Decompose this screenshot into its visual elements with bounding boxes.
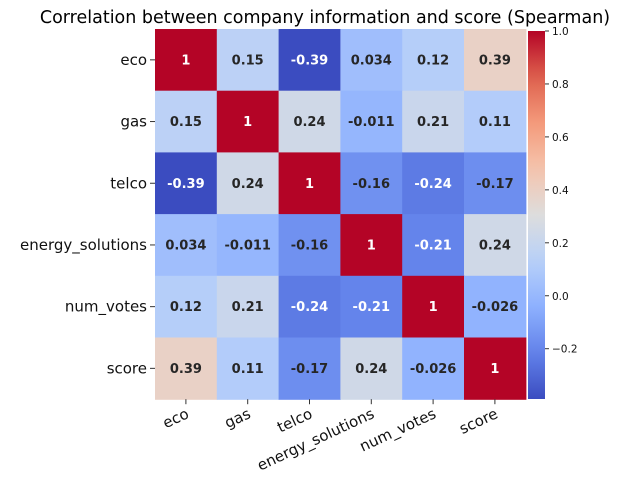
- cell-value-score-eco: 0.39: [170, 362, 202, 377]
- cell-value-score-score: 1: [490, 362, 499, 377]
- heatmap-cell-eco-gas: [216, 29, 280, 92]
- cell-value-num_votes-telco: -0.24: [291, 300, 328, 315]
- cell-value-energy_solutions-gas: -0.011: [224, 238, 271, 253]
- cell-value-energy_solutions-num_votes: -0.21: [414, 238, 451, 253]
- cell-value-gas-num_votes: 0.21: [417, 115, 449, 130]
- cell-value-eco-num_votes: 0.12: [417, 53, 449, 68]
- colorbar-tick-label: −0.2: [552, 344, 578, 356]
- heatmap-cell-eco-num_votes: [402, 29, 465, 92]
- cell-value-telco-num_votes: -0.24: [414, 177, 451, 192]
- cell-value-num_votes-gas: 0.21: [232, 300, 264, 315]
- heatmap-cell-energy_solutions-gas: [216, 214, 280, 277]
- cell-value-num_votes-eco: 0.12: [170, 300, 202, 315]
- cell-value-eco-telco: -0.39: [291, 53, 328, 68]
- heatmap-cell-score-score: [464, 337, 527, 400]
- heatmap-cell-telco-eco: [155, 152, 218, 215]
- heatmap-cell-num_votes-eco: [155, 275, 218, 339]
- heatmap-cell-telco-score: [464, 152, 527, 215]
- cell-value-telco-telco: 1: [305, 177, 314, 192]
- row-labels: eco gas telco energy_solutions num_votesscor…: [20, 51, 155, 377]
- chart-title: Correlation between company information …: [40, 8, 610, 28]
- colorbar-tick-label: 0.0: [552, 291, 569, 303]
- row-label-energy_solutions: energy_solutions: [20, 236, 147, 255]
- colorbar-tick-label: 0.2: [552, 238, 569, 250]
- cell-value-telco-gas: 0.24: [232, 177, 264, 192]
- colorbar: −0.2 0.0 0.2 0.4 0.6 0.8 1.0: [528, 26, 578, 399]
- heatmap-cell-gas-num_votes: [402, 90, 465, 153]
- cell-value-score-energy_solutions: 0.24: [355, 362, 387, 377]
- colorbar-ticks: −0.2 0.0 0.2 0.4 0.6 0.8 1.0: [545, 26, 578, 356]
- row-label-telco: telco: [110, 174, 147, 192]
- column-label-gas: gas: [222, 404, 254, 432]
- heatmap-cell-num_votes-num_votes: [402, 275, 465, 339]
- cell-value-telco-score: -0.17: [476, 177, 513, 192]
- cell-value-gas-score: 0.11: [479, 115, 511, 130]
- heatmap-cell-num_votes-score: [464, 275, 527, 339]
- column-label-eco: eco: [160, 405, 192, 433]
- cell-value-energy_solutions-energy_solutions: 1: [367, 238, 376, 253]
- row-label-gas: gas: [120, 113, 147, 131]
- heatmap-cell-energy_solutions-energy_solutions: [340, 214, 403, 277]
- cell-value-num_votes-num_votes: 1: [429, 300, 438, 315]
- heatmap-cell-num_votes-energy_solutions: [340, 275, 403, 339]
- cell-value-gas-gas: 1: [243, 115, 252, 130]
- heatmap-cell-telco-gas: [216, 152, 280, 215]
- cell-value-score-gas: 0.11: [232, 362, 264, 377]
- heatmap-cell-gas-gas: [216, 90, 280, 153]
- cell-value-telco-eco: -0.39: [167, 177, 204, 192]
- cell-value-energy_solutions-telco: -0.16: [291, 238, 328, 253]
- heatmap-cells: [155, 29, 527, 400]
- heatmap-cell-score-eco: [155, 337, 218, 400]
- colorbar-tick-label: 0.4: [552, 185, 569, 197]
- heatmap-cell-num_votes-telco: [278, 275, 341, 339]
- heatmap-cell-energy_solutions-eco: [155, 214, 218, 277]
- heatmap-cell-score-energy_solutions: [340, 337, 403, 400]
- colorbar-tick-label: 0.6: [552, 132, 569, 144]
- row-label-eco: eco: [120, 51, 147, 69]
- cell-value-score-telco: -0.17: [291, 362, 328, 377]
- cell-value-energy_solutions-score: 0.24: [479, 238, 511, 253]
- heatmap-cell-telco-num_votes: [402, 152, 465, 215]
- heatmap-cell-energy_solutions-num_votes: [402, 214, 465, 277]
- cell-value-gas-energy_solutions: -0.011: [348, 115, 395, 130]
- heatmap-cell-score-gas: [216, 337, 280, 400]
- cell-value-eco-energy_solutions: 0.034: [351, 53, 392, 68]
- heatmap-cell-gas-energy_solutions: [340, 90, 403, 153]
- cell-value-eco-score: 0.39: [479, 53, 511, 68]
- colorbar-tick-label: 0.8: [552, 79, 569, 91]
- heatmap-cell-labels: 1 0.15 -0.39 0.034 0.12 0.39 0.15 1 0.24 -0.011 0.…: [165, 53, 518, 377]
- heatmap-cell-eco-eco: [155, 29, 218, 92]
- cell-value-telco-energy_solutions: -0.16: [353, 177, 390, 192]
- cell-value-score-num_votes: -0.026: [410, 362, 457, 377]
- cell-value-eco-eco: 1: [181, 53, 190, 68]
- heatmap-cell-energy_solutions-telco: [278, 214, 341, 277]
- row-label-num_votes: num_votes: [65, 298, 147, 317]
- heatmap-cell-telco-telco: [278, 152, 341, 215]
- heatmap-cell-energy_solutions-score: [464, 214, 527, 277]
- heatmap-cell-eco-telco: [278, 29, 341, 92]
- cell-value-num_votes-energy_solutions: -0.21: [353, 300, 390, 315]
- cell-value-energy_solutions-eco: 0.034: [165, 238, 206, 253]
- cell-value-gas-telco: 0.24: [293, 115, 325, 130]
- heatmap-cell-num_votes-gas: [216, 275, 280, 339]
- row-label-score: score: [107, 359, 147, 377]
- heatmap-cell-eco-score: [464, 29, 527, 92]
- cell-value-num_votes-score: -0.026: [472, 300, 519, 315]
- heatmap-cell-telco-energy_solutions: [340, 152, 403, 215]
- cell-value-eco-gas: 0.15: [232, 53, 264, 68]
- heatmap-cell-score-num_votes: [402, 337, 465, 400]
- heatmap-cell-eco-energy_solutions: [340, 29, 403, 92]
- heatmap-cell-score-telco: [278, 337, 341, 400]
- colorbar-gradient: [528, 31, 545, 399]
- colorbar-tick-label: 1.0: [552, 26, 569, 38]
- cell-value-gas-eco: 0.15: [170, 115, 202, 130]
- heatmap-cell-gas-score: [464, 90, 527, 153]
- column-label-score: score: [456, 405, 500, 438]
- heatmap-cell-gas-telco: [278, 90, 341, 153]
- heatmap-cell-gas-eco: [155, 90, 218, 153]
